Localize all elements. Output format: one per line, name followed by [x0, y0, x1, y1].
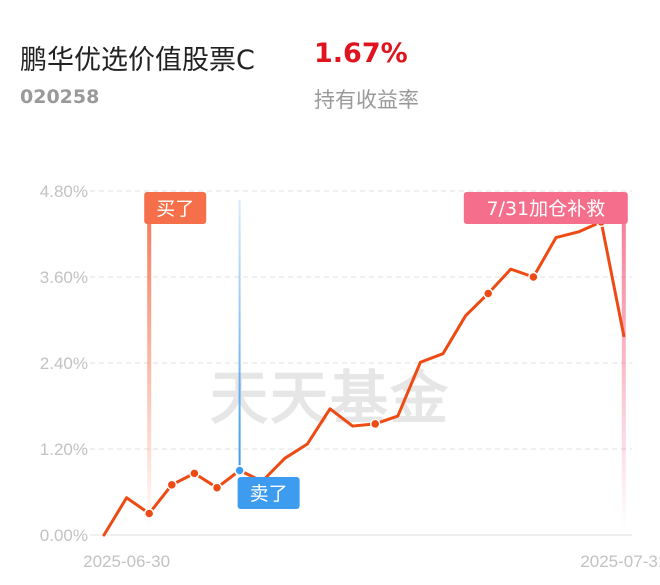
y-tick-label: 0.00%: [40, 526, 88, 545]
grid-lines: [90, 190, 632, 536]
sell-marker-label: 卖了: [250, 483, 288, 505]
sell-marker-badge: [237, 477, 300, 509]
holding-return-value: 1.67%: [314, 38, 408, 69]
add-marker-line: [621, 220, 626, 528]
trade-markers: [147, 200, 626, 528]
sell-marker-point: [234, 465, 245, 476]
data-point: [528, 271, 539, 283]
buy-marker-line: [147, 220, 152, 528]
y-tick-label: 2.40%: [40, 354, 88, 373]
data-point: [211, 482, 223, 493]
fund-code: 020258: [20, 86, 100, 108]
add-marker-badge: [463, 192, 628, 224]
data-point: [482, 288, 494, 299]
x-tick-label: 2025-07-31: [580, 552, 660, 571]
sell-marker-line: [238, 200, 241, 466]
add-marker-label: 7/31加仓补救: [486, 198, 605, 220]
y-tick-label: 1.20%: [40, 440, 88, 459]
data-point: [166, 479, 178, 491]
buy-marker-badge: [144, 192, 207, 224]
fund-name: 鹏华优选价值股票C: [20, 45, 255, 76]
holding-return-label: 持有收益率: [314, 88, 419, 112]
return-chart: 天天基金 4.80% 3.60% 2.40% 1.20% 0.00% 2025-06-30…: [40, 182, 660, 571]
data-point: [369, 418, 381, 430]
axis-labels: 4.80% 3.60% 2.40% 1.20% 0.00% 2025-06-30 2025-…: [40, 182, 660, 571]
watermark-text: 天天基金: [210, 364, 450, 432]
buy-marker-label: 买了: [156, 198, 194, 220]
x-tick-label: 2025-06-30: [83, 552, 170, 571]
data-point: [189, 468, 200, 479]
y-tick-label: 3.60%: [40, 268, 88, 287]
y-tick-label: 4.80%: [40, 182, 88, 201]
data-point: [143, 508, 155, 519]
